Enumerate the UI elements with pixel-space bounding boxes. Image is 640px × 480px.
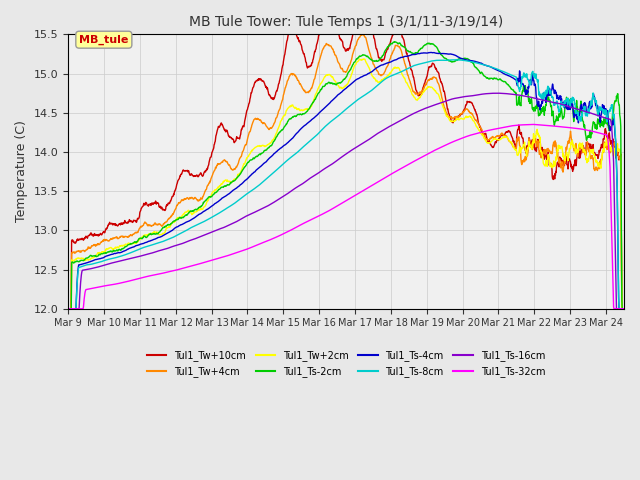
- Line: Tul1_Ts-16cm: Tul1_Ts-16cm: [68, 93, 624, 309]
- Tul1_Ts-8cm: [529, 72, 537, 78]
- Tul1_Tw+2cm: [511, 147, 519, 153]
- Tul1_Tw+4cm: [620, 306, 628, 312]
- Tul1_Tw+2cm: [108, 245, 116, 251]
- Tul1_Ts-4cm: [273, 148, 281, 154]
- Tul1_Ts-32cm: [604, 134, 611, 140]
- Tul1_Ts-16cm: [120, 257, 127, 263]
- Tul1_Tw+4cm: [64, 306, 72, 312]
- Tul1_Ts-16cm: [273, 197, 281, 203]
- Line: Tul1_Ts-4cm: Tul1_Ts-4cm: [68, 52, 624, 309]
- Tul1_Ts-8cm: [620, 306, 628, 312]
- Tul1_Ts-4cm: [108, 252, 116, 257]
- Tul1_Tw+2cm: [604, 142, 611, 147]
- Tul1_Tw+4cm: [120, 234, 127, 240]
- Text: MB_tule: MB_tule: [79, 35, 129, 45]
- Line: Tul1_Ts-8cm: Tul1_Ts-8cm: [68, 60, 624, 309]
- Tul1_Ts-2cm: [529, 106, 537, 112]
- Tul1_Ts-8cm: [604, 116, 611, 121]
- Tul1_Ts-16cm: [493, 90, 500, 96]
- Tul1_Ts-2cm: [120, 245, 127, 251]
- Tul1_Ts-2cm: [620, 306, 628, 312]
- Tul1_Tw+10cm: [108, 220, 116, 226]
- Tul1_Tw+4cm: [273, 114, 281, 120]
- Tul1_Tw+10cm: [511, 141, 519, 147]
- Tul1_Ts-4cm: [511, 76, 519, 82]
- Tul1_Ts-16cm: [529, 95, 537, 101]
- Tul1_Ts-4cm: [64, 306, 72, 312]
- Tul1_Ts-4cm: [529, 76, 537, 82]
- Tul1_Tw+10cm: [273, 88, 281, 94]
- Tul1_Ts-4cm: [604, 108, 611, 113]
- Tul1_Ts-32cm: [529, 121, 537, 127]
- Tul1_Ts-16cm: [620, 306, 628, 312]
- Title: MB Tule Tower: Tule Temps 1 (3/1/11-3/19/14): MB Tule Tower: Tule Temps 1 (3/1/11-3/19…: [189, 15, 503, 29]
- Tul1_Ts-32cm: [64, 306, 72, 312]
- Tul1_Ts-2cm: [604, 118, 611, 123]
- Tul1_Ts-8cm: [273, 167, 281, 172]
- Tul1_Ts-16cm: [511, 92, 519, 97]
- Tul1_Ts-2cm: [390, 39, 398, 45]
- Tul1_Ts-32cm: [528, 121, 536, 127]
- Tul1_Ts-8cm: [511, 73, 519, 79]
- Tul1_Tw+10cm: [529, 139, 537, 144]
- Tul1_Tw+4cm: [511, 144, 519, 150]
- Legend: Tul1_Tw+10cm, Tul1_Tw+4cm, Tul1_Tw+2cm, Tul1_Ts-2cm, Tul1_Ts-4cm, Tul1_Ts-8cm, T: Tul1_Tw+10cm, Tul1_Tw+4cm, Tul1_Tw+2cm, …: [143, 346, 549, 381]
- Tul1_Ts-2cm: [273, 133, 281, 139]
- Tul1_Ts-4cm: [428, 49, 435, 55]
- Tul1_Tw+10cm: [620, 306, 628, 312]
- Tul1_Ts-8cm: [64, 306, 72, 312]
- Tul1_Tw+2cm: [64, 306, 72, 312]
- Tul1_Ts-32cm: [120, 279, 127, 285]
- Tul1_Ts-8cm: [108, 256, 116, 262]
- Tul1_Ts-32cm: [273, 234, 281, 240]
- Tul1_Tw+2cm: [360, 56, 368, 62]
- Tul1_Ts-2cm: [511, 89, 519, 95]
- Tul1_Tw+4cm: [108, 236, 116, 242]
- Y-axis label: Temperature (C): Temperature (C): [15, 120, 28, 223]
- Line: Tul1_Ts-2cm: Tul1_Ts-2cm: [68, 42, 624, 309]
- Tul1_Ts-2cm: [108, 249, 116, 254]
- Tul1_Tw+4cm: [604, 144, 611, 150]
- Tul1_Tw+10cm: [604, 135, 611, 141]
- Tul1_Ts-8cm: [120, 252, 127, 258]
- Tul1_Tw+10cm: [120, 220, 127, 226]
- Line: Tul1_Ts-32cm: Tul1_Ts-32cm: [68, 124, 624, 309]
- Tul1_Ts-32cm: [620, 306, 628, 312]
- Tul1_Ts-4cm: [620, 306, 628, 312]
- Tul1_Ts-16cm: [604, 116, 611, 121]
- Tul1_Ts-2cm: [64, 306, 72, 312]
- Tul1_Tw+4cm: [529, 145, 537, 151]
- Line: Tul1_Tw+4cm: Tul1_Tw+4cm: [68, 34, 624, 309]
- Tul1_Tw+4cm: [360, 31, 367, 37]
- Tul1_Tw+2cm: [120, 242, 127, 248]
- Tul1_Tw+10cm: [64, 306, 72, 312]
- Line: Tul1_Tw+2cm: Tul1_Tw+2cm: [68, 59, 624, 309]
- Line: Tul1_Tw+10cm: Tul1_Tw+10cm: [68, 26, 624, 309]
- Tul1_Tw+2cm: [529, 136, 537, 142]
- Tul1_Ts-16cm: [64, 306, 72, 312]
- Tul1_Ts-32cm: [511, 122, 518, 128]
- Tul1_Ts-8cm: [449, 57, 456, 63]
- Tul1_Tw+2cm: [273, 129, 281, 135]
- Tul1_Tw+2cm: [620, 306, 628, 312]
- Tul1_Ts-4cm: [120, 248, 127, 254]
- Tul1_Ts-32cm: [108, 282, 116, 288]
- Tul1_Ts-16cm: [108, 260, 116, 266]
- Tul1_Tw+10cm: [287, 24, 295, 29]
